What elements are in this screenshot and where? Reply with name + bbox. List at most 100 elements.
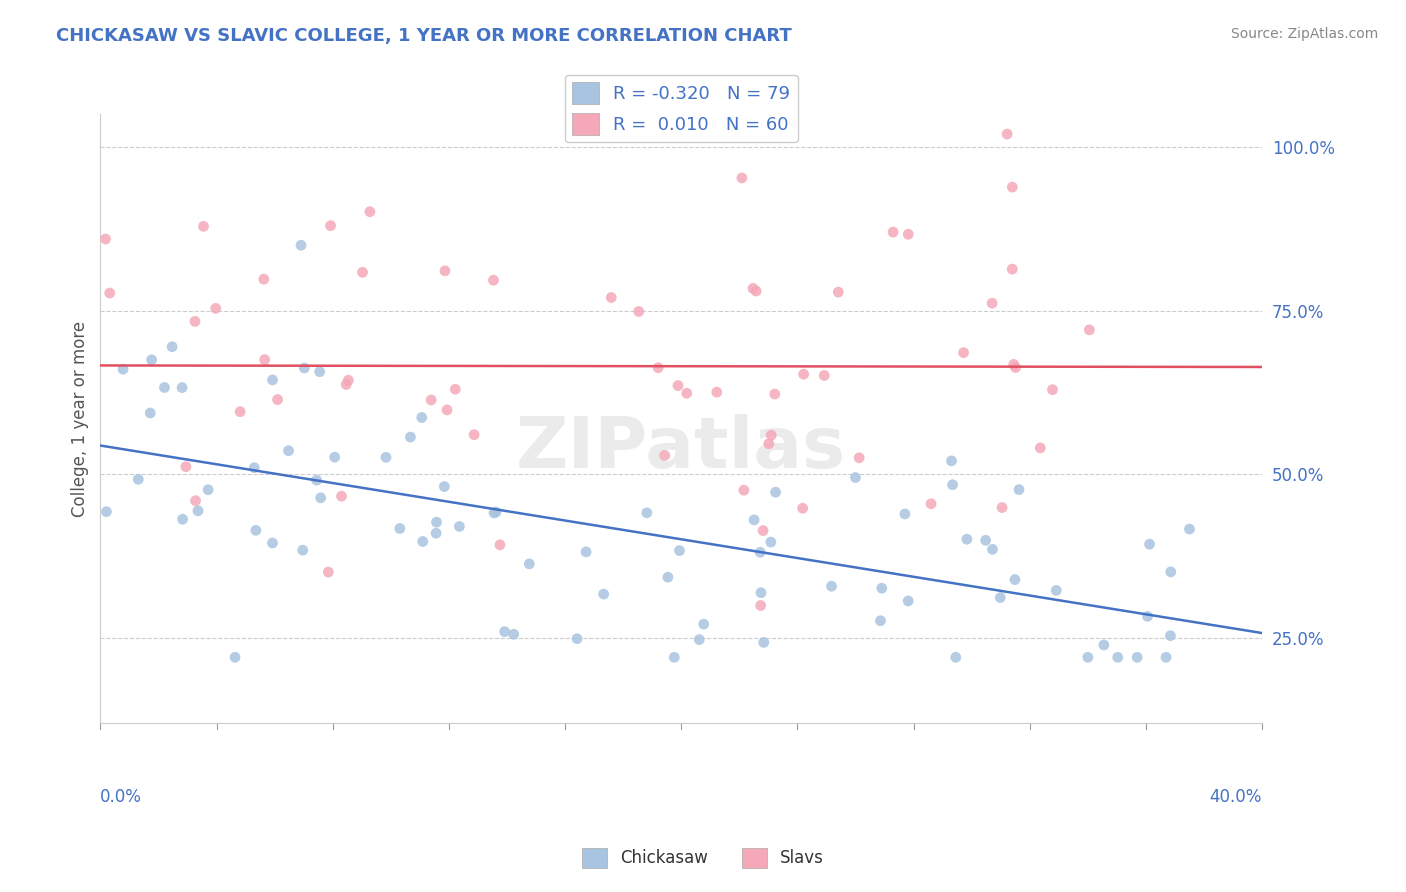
Point <box>184 314 207 328</box>
Point <box>502 627 524 641</box>
Point <box>820 579 842 593</box>
Point <box>793 367 815 381</box>
Point <box>952 345 974 359</box>
Point <box>664 650 686 665</box>
Point <box>600 291 623 305</box>
Point <box>666 378 689 392</box>
Point <box>399 430 422 444</box>
Point <box>749 585 772 599</box>
Point <box>763 387 786 401</box>
Point <box>425 515 447 529</box>
Point <box>668 543 690 558</box>
Point <box>1107 650 1129 665</box>
Point <box>1042 383 1064 397</box>
Point <box>575 545 598 559</box>
Point <box>758 436 780 450</box>
Point <box>94 232 117 246</box>
Point <box>731 170 754 185</box>
Point <box>308 365 330 379</box>
Point <box>96 505 118 519</box>
Point <box>253 272 276 286</box>
Text: 40.0%: 40.0% <box>1209 789 1263 806</box>
Point <box>870 581 893 595</box>
Point <box>1045 583 1067 598</box>
Text: CHICKASAW VS SLAVIC COLLEGE, 1 YEAR OR MORE CORRELATION CHART: CHICKASAW VS SLAVIC COLLEGE, 1 YEAR OR M… <box>56 27 792 45</box>
Point <box>172 512 194 526</box>
Y-axis label: College, 1 year or more: College, 1 year or more <box>72 320 89 516</box>
Point <box>433 479 456 493</box>
Point <box>749 599 772 613</box>
Point <box>1136 609 1159 624</box>
Point <box>204 301 226 316</box>
Point <box>112 362 135 376</box>
Point <box>245 524 267 538</box>
Point <box>706 385 728 400</box>
Point <box>941 454 963 468</box>
Point <box>229 405 252 419</box>
Point <box>266 392 288 407</box>
Point <box>742 513 765 527</box>
Point <box>897 227 920 242</box>
Point <box>745 284 768 298</box>
Point <box>654 449 676 463</box>
Point <box>411 410 433 425</box>
Point <box>517 557 540 571</box>
Point <box>981 542 1004 557</box>
Point <box>319 219 342 233</box>
Point <box>848 450 870 465</box>
Point <box>323 450 346 464</box>
Point <box>243 460 266 475</box>
Point <box>733 483 755 498</box>
Point <box>897 594 920 608</box>
Legend: R = -0.320   N = 79, R =  0.010   N = 60: R = -0.320 N = 79, R = 0.010 N = 60 <box>565 75 797 143</box>
Point <box>894 507 917 521</box>
Point <box>482 506 505 520</box>
Point <box>942 477 965 491</box>
Point <box>141 352 163 367</box>
Point <box>224 650 246 665</box>
Point <box>160 340 183 354</box>
Point <box>359 204 381 219</box>
Point <box>1004 573 1026 587</box>
Point <box>1077 650 1099 665</box>
Text: Source: ZipAtlas.com: Source: ZipAtlas.com <box>1230 27 1378 41</box>
Point <box>981 296 1004 310</box>
Point <box>127 472 149 486</box>
Point <box>647 360 669 375</box>
Point <box>433 264 456 278</box>
Point <box>1002 357 1025 371</box>
Point <box>1159 629 1181 643</box>
Point <box>253 352 276 367</box>
Point <box>675 386 697 401</box>
Point <box>1160 565 1182 579</box>
Point <box>636 506 658 520</box>
Point <box>309 491 332 505</box>
Point <box>813 368 835 383</box>
Point <box>592 587 614 601</box>
Point <box>974 533 997 548</box>
Point <box>844 470 866 484</box>
Text: 0.0%: 0.0% <box>100 789 142 806</box>
Point <box>262 536 284 550</box>
Point <box>1126 650 1149 665</box>
Point <box>444 382 467 396</box>
Point <box>827 285 849 300</box>
Point <box>139 406 162 420</box>
Point <box>1092 638 1115 652</box>
Point <box>752 524 775 538</box>
Point <box>425 526 447 541</box>
Point <box>869 614 891 628</box>
Point <box>945 650 967 665</box>
Point <box>1029 441 1052 455</box>
Point <box>352 265 374 279</box>
Text: ZIPatlas: ZIPatlas <box>516 415 846 483</box>
Legend: Chickasaw, Slavs: Chickasaw, Slavs <box>575 841 831 875</box>
Point <box>759 535 782 549</box>
Point <box>920 497 942 511</box>
Point <box>494 624 516 639</box>
Point <box>305 473 328 487</box>
Point <box>170 381 193 395</box>
Point <box>956 532 979 546</box>
Point <box>995 127 1018 141</box>
Point <box>882 225 904 239</box>
